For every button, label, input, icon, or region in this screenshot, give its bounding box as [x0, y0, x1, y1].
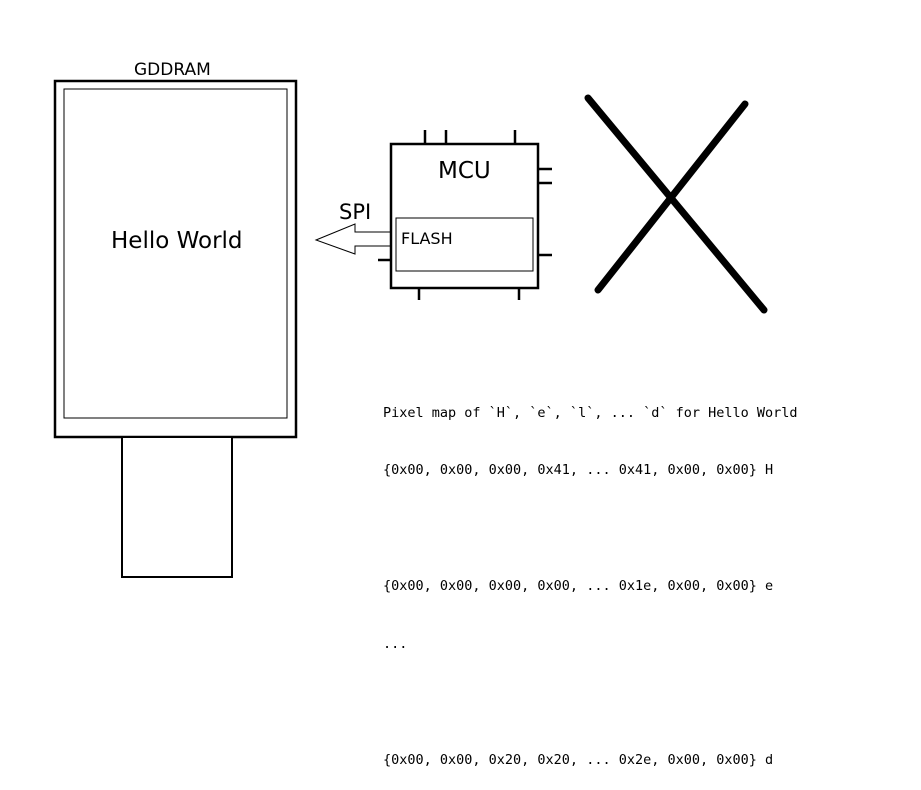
- pixel-map-row: [383, 519, 798, 538]
- cross-mark-icon: [584, 94, 768, 314]
- display-screen: [63, 88, 288, 419]
- mcu-chip: [378, 130, 552, 300]
- pixel-map-listing: Pixel map of `H`, `e`, `l`, ... `d` for …: [383, 365, 798, 790]
- display-ribbon-cable: [121, 436, 233, 578]
- pixel-map-row: {0x00, 0x00, 0x20, 0x20, ... 0x2e, 0x00,…: [383, 751, 774, 768]
- pixel-map-heading: Pixel map of `H`, `e`, `l`, ... `d` for …: [383, 404, 798, 421]
- mcu-label: MCU: [438, 158, 491, 184]
- spi-arrow: [314, 223, 393, 255]
- display-screen-text: Hello World: [111, 228, 243, 254]
- spi-label: SPI: [339, 200, 372, 224]
- flash-label: FLASH: [401, 229, 453, 248]
- pixel-map-row: ...: [383, 636, 408, 653]
- display-module: [53, 79, 298, 578]
- flash-block: [395, 217, 534, 272]
- display-title: GDDRAM: [134, 60, 211, 80]
- pixel-map-row: {0x00, 0x00, 0x00, 0x41, ... 0x41, 0x00,…: [383, 462, 774, 479]
- pixel-map-row: [383, 693, 798, 712]
- diagram-canvas: [53, 79, 768, 578]
- pixel-map-row: {0x00, 0x00, 0x00, 0x00, ... 0x1e, 0x00,…: [383, 578, 774, 595]
